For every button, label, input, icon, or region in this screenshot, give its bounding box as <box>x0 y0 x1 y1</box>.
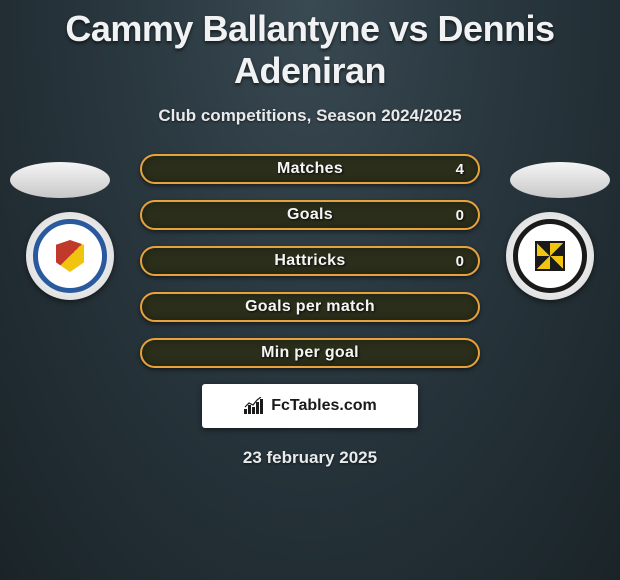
bar-chart-icon <box>243 397 265 415</box>
stats-list: Matches 4 Goals 0 Hattricks 0 Goals per … <box>140 154 480 368</box>
stat-row-goals-per-match: Goals per match <box>140 292 480 322</box>
subtitle: Club competitions, Season 2024/2025 <box>0 106 620 126</box>
player-left-photo-placeholder <box>10 162 110 198</box>
stat-row-hattricks: Hattricks 0 <box>140 246 480 276</box>
brand-text: FcTables.com <box>271 397 377 415</box>
stat-row-min-per-goal: Min per goal <box>140 338 480 368</box>
date-label: 23 february 2025 <box>0 448 620 468</box>
page-title: Cammy Ballantyne vs Dennis Adeniran <box>0 0 620 92</box>
stat-value-right: 4 <box>456 161 464 178</box>
stat-row-matches: Matches 4 <box>140 154 480 184</box>
player-right-photo-placeholder <box>510 162 610 198</box>
stat-row-goals: Goals 0 <box>140 200 480 230</box>
stat-value-right: 0 <box>456 207 464 224</box>
comparison-panel: Matches 4 Goals 0 Hattricks 0 Goals per … <box>0 154 620 468</box>
stat-label: Goals <box>287 206 333 224</box>
stat-value-right: 0 <box>456 253 464 270</box>
stat-label: Hattricks <box>274 252 345 270</box>
crest-right-shield-icon <box>530 236 570 276</box>
stat-label: Goals per match <box>245 298 375 316</box>
club-crest-left <box>26 212 114 300</box>
stat-label: Matches <box>277 160 343 178</box>
crest-left-shield-icon <box>50 236 90 276</box>
brand-card[interactable]: FcTables.com <box>202 384 418 428</box>
club-crest-right <box>506 212 594 300</box>
stat-label: Min per goal <box>261 344 359 362</box>
